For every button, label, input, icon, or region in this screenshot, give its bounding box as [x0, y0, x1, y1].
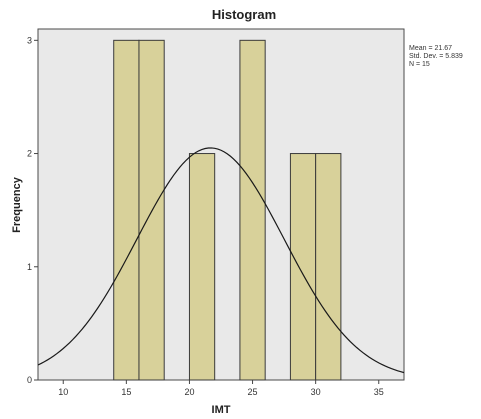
x-axis-ticks: 10 15 20 25 30 35 — [58, 380, 384, 397]
y-axis-ticks: 0 1 2 3 — [27, 35, 38, 385]
y-tick-label: 0 — [27, 375, 32, 385]
histogram-bar-2 — [138, 39, 165, 381]
x-tick-label: 35 — [374, 387, 384, 397]
histogram-bar-1 — [113, 39, 140, 381]
histogram-bar-4 — [239, 39, 266, 381]
chart-title: Histogram — [212, 7, 276, 22]
y-tick-label: 1 — [27, 262, 32, 272]
stats-legend: Mean = 21.67 Std. Dev. = 5.839 N = 15 — [409, 45, 463, 68]
y-tick-label: 3 — [27, 35, 32, 45]
x-tick-label: 20 — [184, 387, 194, 397]
stats-mean: Mean = 21.67 — [409, 45, 452, 52]
bars-group — [113, 39, 342, 381]
x-tick-label: 10 — [58, 387, 68, 397]
y-axis-label: Frequency — [11, 176, 23, 233]
histogram-bar-6 — [315, 153, 342, 381]
x-tick-label: 25 — [248, 387, 258, 397]
normal-curve — [37, 147, 405, 374]
stats-n: N = 15 — [409, 61, 430, 68]
stats-std-dev: Std. Dev. = 5.839 — [409, 53, 463, 60]
plot-area — [37, 28, 405, 381]
x-tick-label: 15 — [121, 387, 131, 397]
y-tick-label: 2 — [27, 149, 32, 159]
histogram-bar-5 — [289, 153, 317, 381]
histogram-bar-3 — [188, 153, 216, 381]
x-tick-label: 30 — [311, 387, 321, 397]
x-axis-label: IMT — [212, 404, 231, 416]
